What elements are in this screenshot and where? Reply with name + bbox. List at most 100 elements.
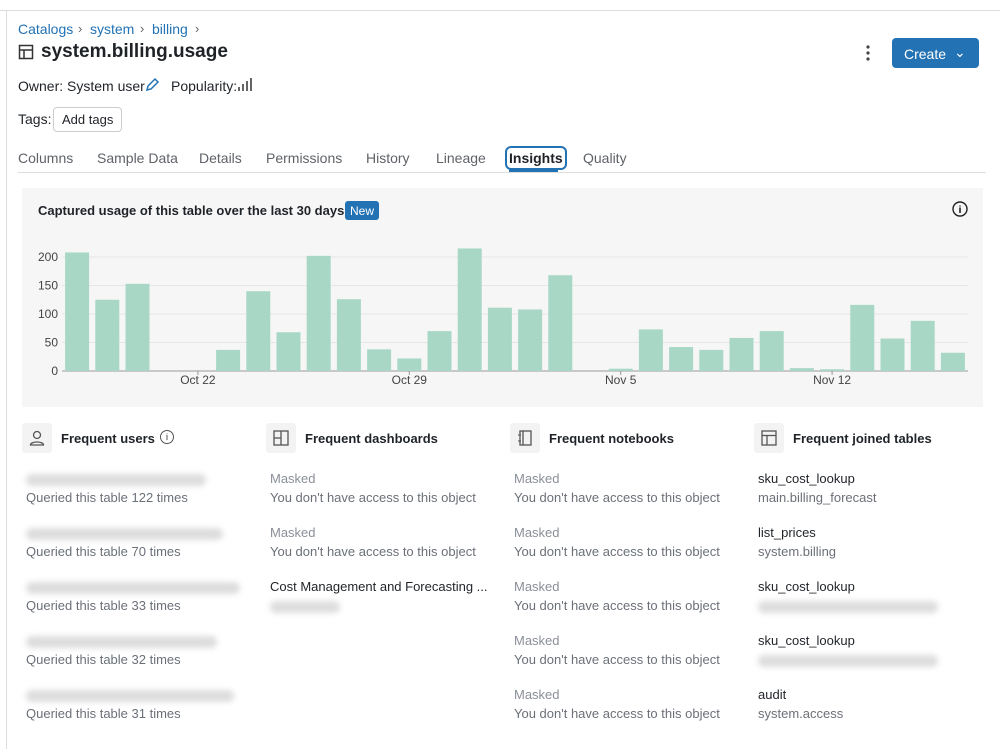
bar — [608, 368, 633, 371]
tab-underline — [509, 169, 558, 172]
bar — [216, 349, 241, 371]
item-name[interactable]: audit — [758, 687, 787, 702]
bar — [729, 337, 754, 371]
item-detail: Queried this table 122 times — [26, 490, 188, 505]
item-detail: Queried this table 70 times — [26, 544, 181, 559]
button-label: Create — [904, 46, 947, 62]
blurred-name — [26, 690, 234, 702]
item-detail: Queried this table 32 times — [26, 652, 181, 667]
item-name[interactable]: sku_cost_lookup — [758, 633, 855, 648]
bar — [699, 349, 724, 371]
bar — [336, 299, 361, 371]
page-title: system.billing.usage — [41, 41, 228, 62]
tab[interactable]: Quality — [583, 150, 627, 166]
item-name[interactable]: Masked — [270, 525, 316, 540]
badge-label: New — [350, 204, 374, 218]
y-tick-label: 50 — [45, 336, 59, 350]
item-detail: You don't have access to this object — [514, 490, 720, 505]
info-icon[interactable]: i — [160, 430, 174, 444]
info-icon[interactable] — [952, 201, 968, 217]
table-icon — [18, 44, 34, 60]
tab[interactable]: Insights — [505, 146, 567, 170]
item-detail: You don't have access to this object — [514, 544, 720, 559]
item-name[interactable]: Masked — [514, 579, 560, 594]
y-tick-label: 200 — [38, 250, 58, 264]
tab[interactable]: History — [366, 150, 410, 166]
separator: › — [140, 21, 145, 36]
bar — [95, 299, 120, 371]
bar — [880, 338, 905, 371]
create-button[interactable]: Create ⌄ — [892, 38, 979, 68]
x-tick-label: Nov 12 — [813, 373, 851, 387]
bar — [789, 368, 814, 371]
owner: Owner: System user — [18, 78, 145, 94]
blurred-name — [26, 528, 223, 540]
bar — [487, 307, 512, 371]
x-tick-label: Oct 22 — [180, 373, 216, 387]
blurred-name — [26, 582, 240, 594]
bar — [306, 255, 331, 371]
separator: › — [195, 21, 200, 36]
tags-label: Tags: — [18, 111, 52, 127]
panel-title: Frequent dashboards — [305, 431, 438, 446]
item-detail: system.billing — [758, 544, 837, 559]
item-name[interactable]: sku_cost_lookup — [758, 579, 855, 594]
bar — [548, 275, 573, 371]
bar — [397, 358, 422, 371]
tab[interactable]: Details — [199, 150, 242, 166]
bar — [518, 309, 543, 371]
item-name[interactable]: Masked — [514, 633, 560, 648]
kebab-menu[interactable] — [862, 44, 874, 62]
breadcrumb-link[interactable]: system — [90, 21, 135, 37]
item-detail: You don't have access to this object — [514, 598, 720, 613]
edit-icon[interactable] — [144, 77, 160, 93]
item-name[interactable]: Cost Management and Forecasting ... — [270, 579, 488, 594]
item-name[interactable]: Masked — [514, 525, 560, 540]
item-detail: Queried this table 33 times — [26, 598, 181, 613]
popularity: Popularity: — [171, 78, 238, 94]
item-detail: main.billing_forecast — [758, 490, 877, 505]
separator: › — [78, 21, 83, 36]
left-border — [6, 10, 7, 749]
tab[interactable]: Sample Data — [97, 150, 178, 166]
top-border — [0, 10, 1000, 11]
breadcrumb-link[interactable]: billing — [152, 21, 188, 37]
x-tick-label: Oct 29 — [392, 373, 428, 387]
chevron: ⌄ — [954, 44, 966, 60]
breadcrumb-link[interactable]: Catalogs — [18, 21, 74, 37]
blurred-name — [26, 474, 206, 486]
add-tags-button[interactable]: Add tags — [53, 107, 123, 132]
bar — [457, 248, 482, 371]
chart-title: Captured usage of this table over the la… — [38, 203, 344, 218]
tab[interactable]: Lineage — [436, 150, 486, 166]
info-glyph: i — [959, 205, 962, 216]
item-detail: Queried this table 31 times — [26, 706, 181, 721]
tab[interactable]: Columns — [18, 150, 74, 166]
item-name[interactable]: Masked — [514, 471, 560, 486]
bar — [638, 329, 663, 371]
bar — [940, 352, 965, 371]
item-detail: system.access — [758, 706, 844, 721]
panel-icon — [28, 429, 46, 452]
item-name[interactable]: Masked — [270, 471, 316, 486]
item-name[interactable]: Masked — [514, 687, 560, 702]
bar — [669, 347, 694, 371]
y-tick-label: 150 — [38, 279, 58, 293]
bar — [759, 331, 784, 371]
tabs-border — [18, 172, 986, 173]
item-detail: You don't have access to this object — [270, 544, 476, 559]
panel-icon — [760, 429, 778, 452]
bar — [820, 369, 845, 371]
item-name[interactable]: list_prices — [758, 525, 816, 540]
item-detail: You don't have access to this object — [270, 490, 476, 505]
y-tick-label: 100 — [38, 307, 58, 321]
item-name[interactable]: sku_cost_lookup — [758, 471, 855, 486]
badge — [345, 201, 379, 220]
panel-title: Frequent notebooks — [549, 431, 674, 446]
tab[interactable]: Permissions — [266, 150, 343, 166]
bar — [367, 349, 392, 371]
x-tick-label: Nov 5 — [605, 373, 637, 387]
item-detail: You don't have access to this object — [514, 706, 720, 721]
blurred-detail — [270, 601, 340, 613]
